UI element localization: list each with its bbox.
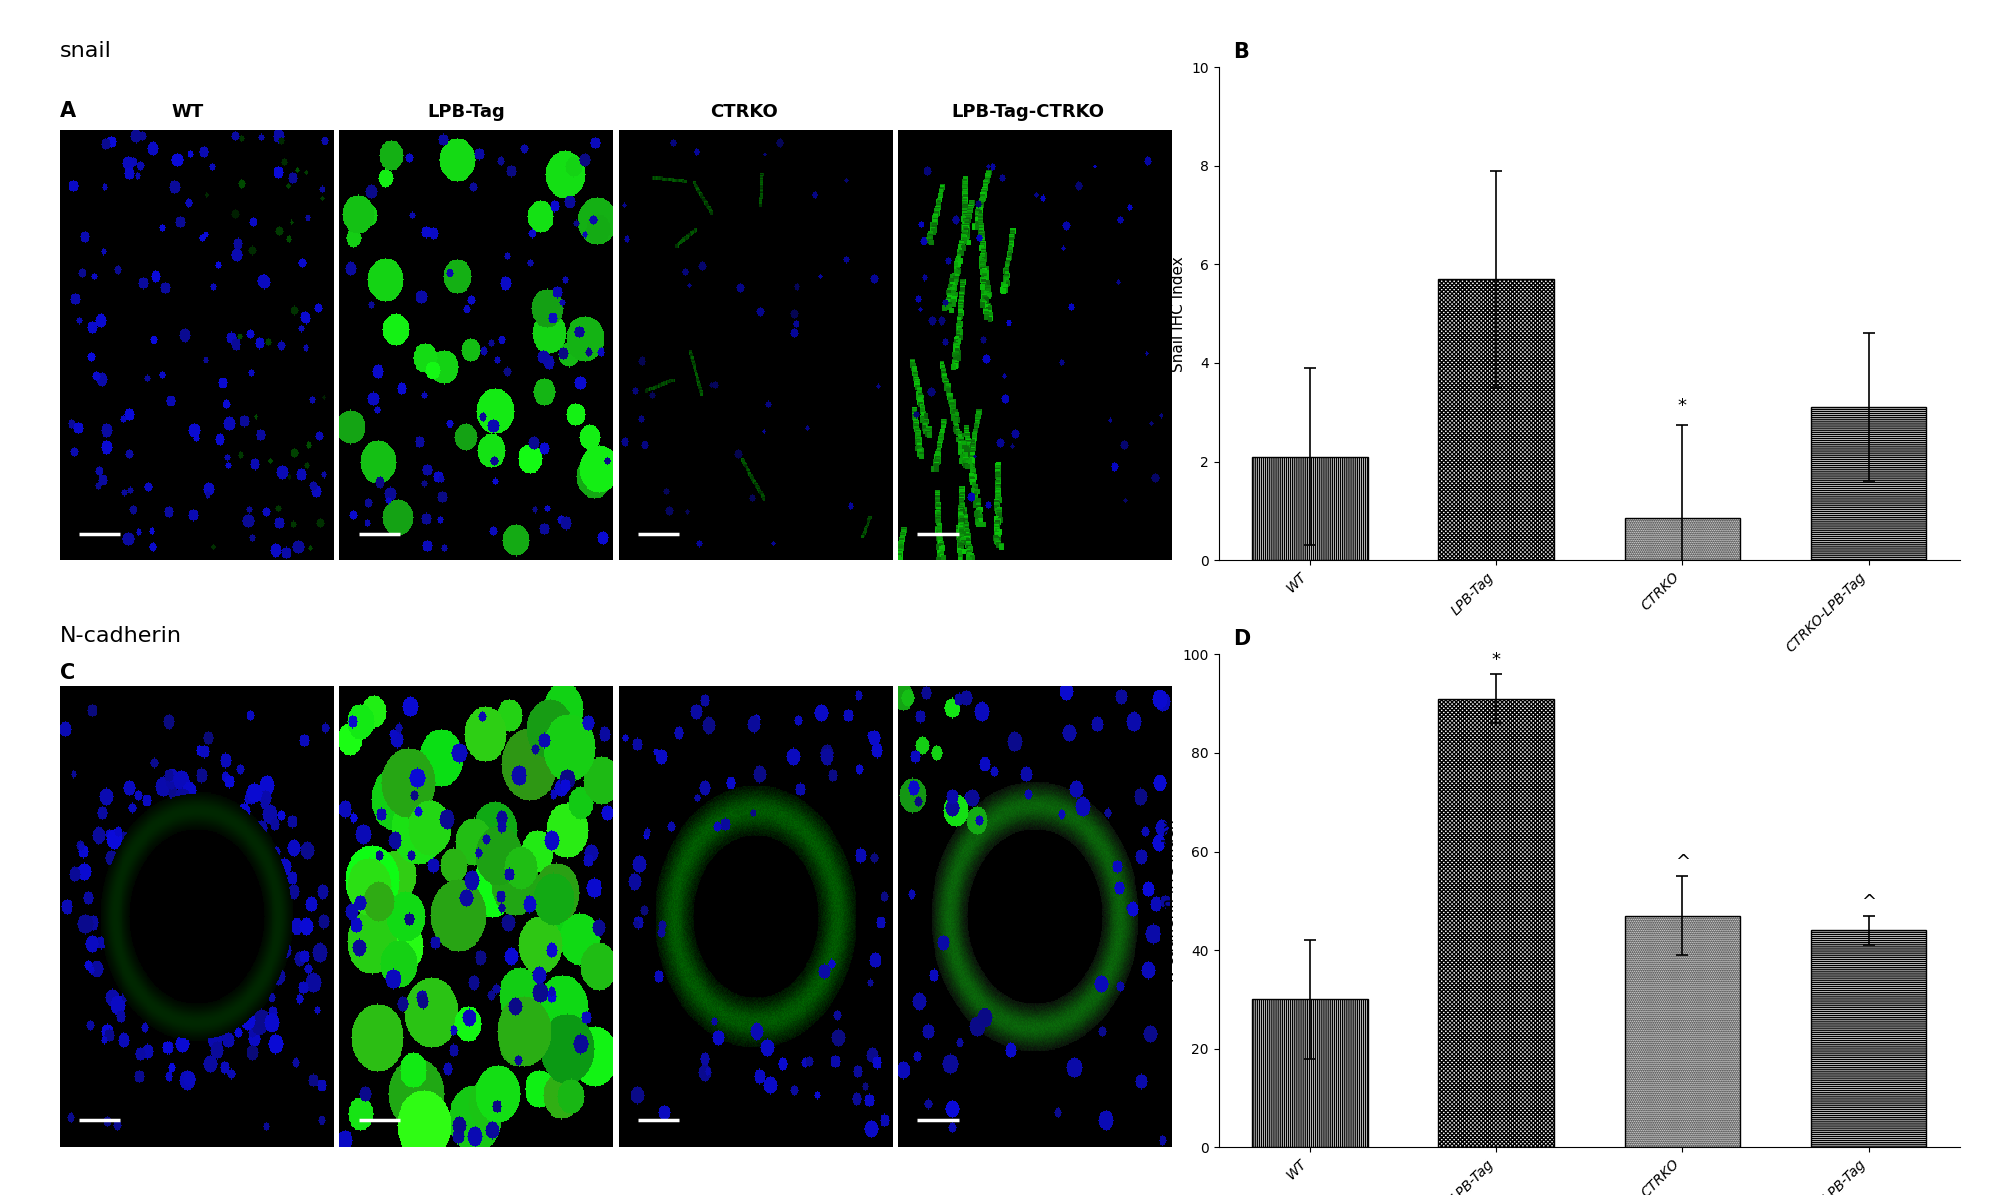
Text: LPB-Tag-CTRKO: LPB-Tag-CTRKO <box>952 103 1104 121</box>
Bar <box>1438 699 1554 1147</box>
Text: WT: WT <box>172 103 204 121</box>
Text: *: * <box>1492 651 1500 669</box>
Text: B: B <box>1234 42 1250 62</box>
Text: ^: ^ <box>1862 893 1876 911</box>
Bar <box>1438 280 1554 560</box>
Text: *: * <box>1678 397 1686 415</box>
Bar <box>1252 999 1368 1147</box>
Text: C: C <box>60 663 76 682</box>
Text: CTRKO: CTRKO <box>710 103 778 121</box>
Text: ^: ^ <box>1674 853 1690 871</box>
Bar <box>1624 519 1740 560</box>
Y-axis label: Snail IHC Index: Snail IHC Index <box>1170 256 1186 372</box>
Text: D: D <box>1234 629 1250 649</box>
Bar <box>1810 407 1926 560</box>
Text: LPB-Tag: LPB-Tag <box>428 103 504 121</box>
Y-axis label: N-cadherin IHC Index: N-cadherin IHC Index <box>1162 820 1176 982</box>
Text: snail: snail <box>60 41 112 61</box>
Bar <box>1624 915 1740 1147</box>
Bar <box>1810 931 1926 1147</box>
Text: N-cadherin: N-cadherin <box>60 626 182 646</box>
Text: A: A <box>60 100 76 121</box>
Bar <box>1252 456 1368 560</box>
